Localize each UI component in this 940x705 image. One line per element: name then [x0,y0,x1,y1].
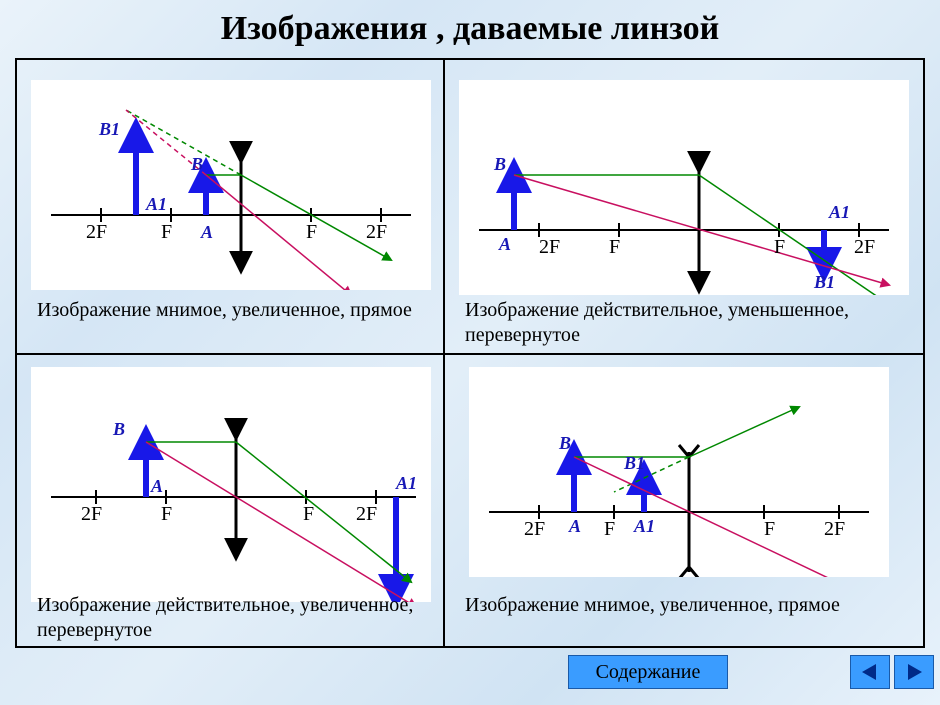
diagram-tl: 2F F F 2F A B A1 B1 [31,80,431,290]
svg-text:B: B [190,154,203,174]
diagram-tr: 2F F F 2F A B A1 B1 [459,80,909,295]
svg-text:B: B [112,419,125,439]
svg-text:2F: 2F [366,221,387,243]
diagram-bl: 2F F F 2F A B A1 B1 [31,367,431,602]
svg-text:F: F [303,503,314,525]
svg-text:F: F [609,236,620,258]
svg-text:A1: A1 [395,473,417,493]
svg-text:F: F [161,503,172,525]
diagram-br: 2F F F 2F A B A1 B1 [469,367,889,577]
cell-bottom-right: 2F F F 2F A B A1 B1 Изображение мнимое, … [445,355,923,646]
svg-text:2F: 2F [539,236,560,258]
next-button[interactable] [894,655,934,689]
contents-button-label: Содержание [596,661,701,684]
svg-text:A: A [568,516,581,536]
diagram-grid: 2F F F 2F A B A1 B1 Изображение мнимое, … [15,58,925,648]
svg-text:2F: 2F [81,503,102,525]
triangle-left-icon [860,662,880,682]
cell-bottom-left: 2F F F 2F A B A1 B1 Изображение действит… [17,355,445,646]
caption-bl: Изображение действительное, увеличенное,… [37,593,443,643]
svg-text:2F: 2F [356,503,377,525]
svg-text:F: F [161,221,172,243]
svg-text:A: A [498,234,511,254]
caption-tl: Изображение мнимое, увеличенное, прямое [37,298,412,323]
triangle-right-icon [904,662,924,682]
svg-text:B1: B1 [623,453,645,473]
svg-text:F: F [764,518,775,540]
svg-text:B: B [558,433,571,453]
svg-text:2F: 2F [86,221,107,243]
svg-text:B: B [493,154,506,174]
svg-text:2F: 2F [824,518,845,540]
page-title: Изображения , даваемые линзой [0,0,940,58]
caption-tr: Изображение действительное, уменьшенное,… [465,298,923,348]
cell-top-left: 2F F F 2F A B A1 B1 Изображение мнимое, … [17,60,445,355]
svg-text:A: A [150,476,163,496]
svg-text:A1: A1 [633,516,655,536]
caption-br: Изображение мнимое, увеличенное, прямое [465,593,840,618]
svg-text:B1: B1 [98,119,120,139]
svg-text:2F: 2F [854,236,875,258]
svg-text:A1: A1 [828,202,850,222]
svg-text:F: F [774,236,785,258]
svg-text:A: A [200,222,213,242]
svg-text:2F: 2F [524,518,545,540]
cell-top-right: 2F F F 2F A B A1 B1 Изображение действит… [445,60,923,355]
svg-text:F: F [306,221,317,243]
svg-text:B1: B1 [813,272,835,292]
prev-button[interactable] [850,655,890,689]
contents-button[interactable]: Содержание [568,655,728,689]
svg-text:F: F [604,518,615,540]
svg-text:A1: A1 [145,194,167,214]
